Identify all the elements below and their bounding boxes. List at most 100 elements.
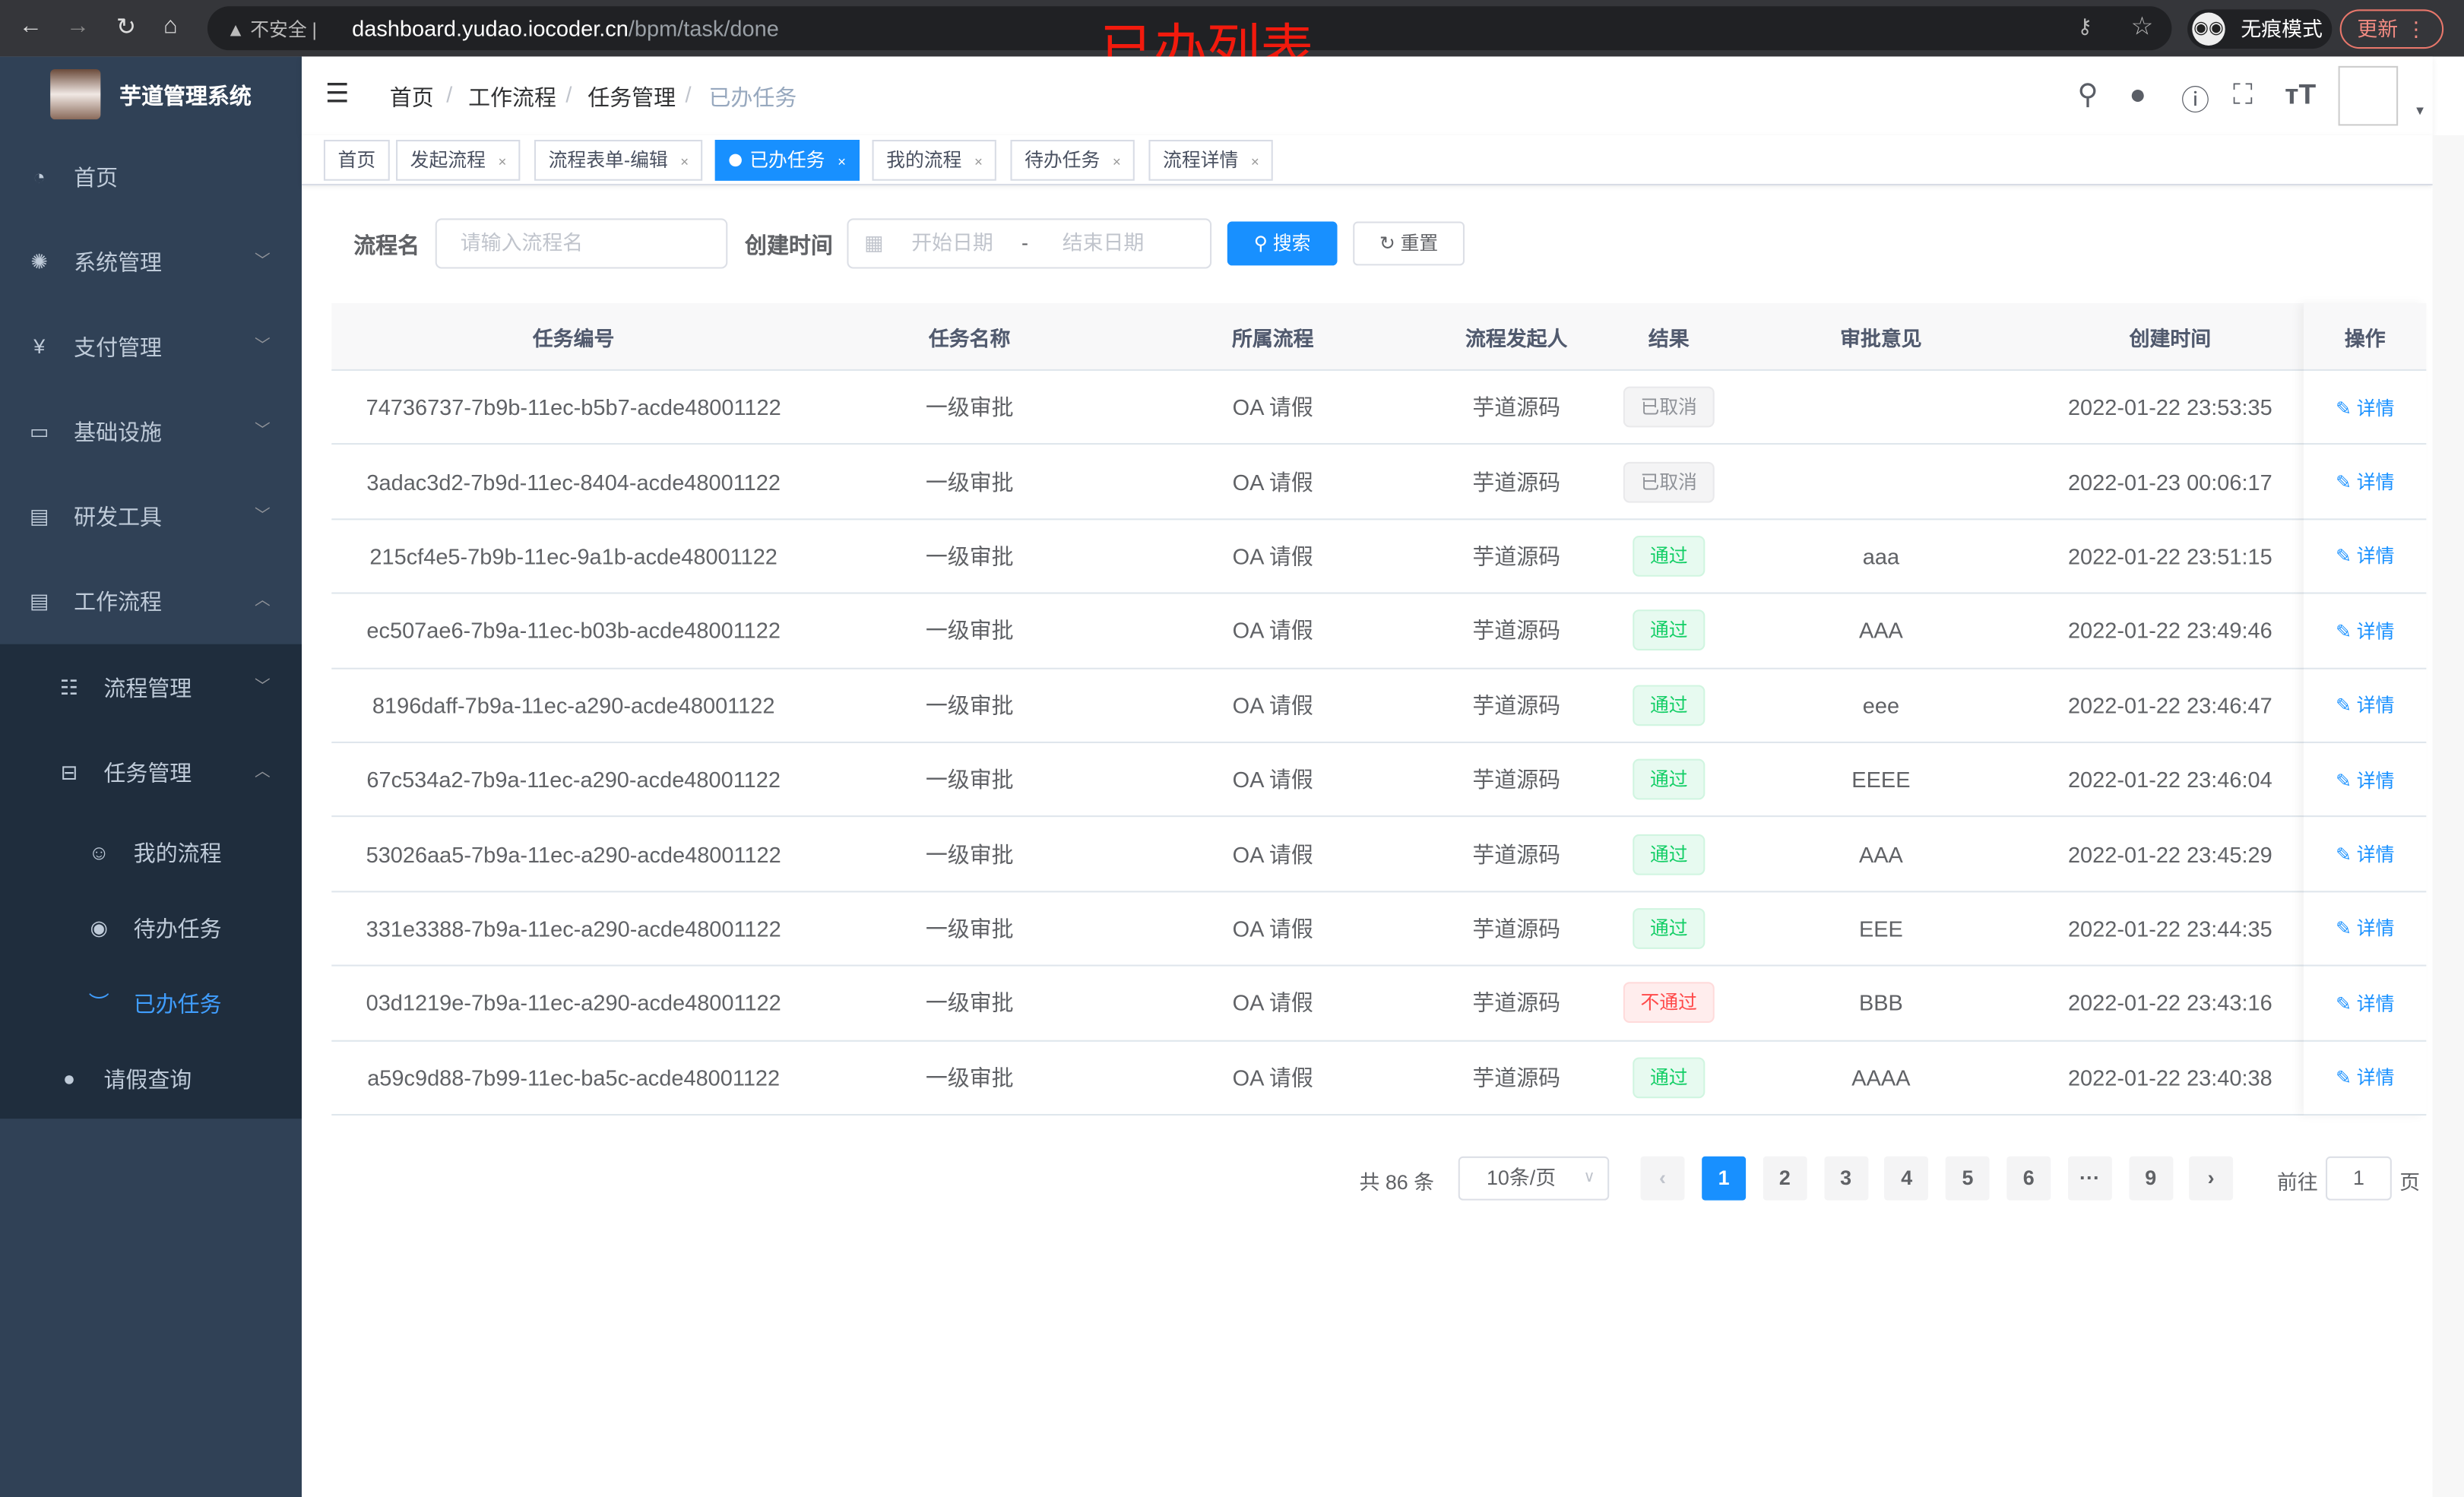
detail-button[interactable]: ✎ 详情 [2336,989,2394,1016]
process-name-input[interactable]: 请输入流程名 [435,218,728,269]
table-row: 67c534a2-7b9a-11ec-a290-acde48001122 一级审批… [331,743,2427,818]
page-button[interactable]: ··· [2067,1156,2112,1201]
search-icon[interactable]: ⚲ [2077,78,2098,110]
cell-text: 215cf4e5-7b9b-11ec-9a1b-acde48001122 [369,543,778,569]
detail-button[interactable]: ✎ 详情 [2336,394,2394,420]
detail-button[interactable]: ✎ 详情 [2336,468,2394,495]
sidebar-item-4[interactable]: ▤ 研发工具 ﹀ [0,474,302,559]
key-icon[interactable]: ⚷ [2077,14,2093,38]
sidebar-item-11[interactable]: ● 请假查询 [0,1042,302,1117]
detail-label: 详情 [2356,397,2395,419]
tag-2[interactable]: 流程表单-编辑 × [534,140,703,181]
date-range-picker[interactable]: ▦ 开始日期 - 结束日期 [847,218,1212,269]
result-badge: 不通过 [1623,983,1715,1024]
detail-label: 详情 [2356,843,2395,866]
reload-icon[interactable]: ↻ [116,14,137,41]
detail-button[interactable]: ✎ 详情 [2336,915,2394,942]
close-icon[interactable]: × [1250,153,1259,170]
search-button[interactable]: ⚲ 搜索 [1227,221,1338,266]
update-button[interactable]: 更新 ⋮ [2339,9,2444,49]
tag-1[interactable]: 发起流程 × [396,140,521,181]
next-page-button[interactable]: › [2189,1156,2234,1201]
sidebar-item-8[interactable]: ☺ 我的流程 [0,815,302,891]
scrollbar-track[interactable] [2432,135,2464,1497]
github-icon[interactable]: ● [2129,78,2147,110]
cell-3: 芋道源码 [1422,669,1610,742]
help-icon[interactable]: ⓘ [2181,84,2210,117]
dashboard-icon: ◔ [33,165,46,189]
page-button[interactable]: 9 [2128,1156,2173,1201]
breadcrumb-item[interactable]: 任务管理 [587,84,676,110]
close-icon[interactable]: × [974,153,983,170]
sidebar-item-7[interactable]: ⊟ 任务管理 ︿ [0,730,302,815]
page-suffix: 页 [2399,1170,2421,1195]
close-icon[interactable]: × [680,153,689,170]
prev-page-button[interactable]: ‹ [1640,1156,1685,1201]
page-button[interactable]: 2 [1762,1156,1807,1201]
detail-button[interactable]: ✎ 详情 [2336,766,2394,793]
sidebar-item-1[interactable]: ✺ 系统管理 ﹀ [0,220,302,305]
sidebar-item-3[interactable]: ▭ 基础设施 ﹀ [0,390,302,475]
start-date-input[interactable]: 开始日期 [911,230,993,255]
star-icon[interactable]: ☆ [2130,14,2154,41]
detail-button[interactable]: ✎ 详情 [2336,840,2394,867]
goto-page-input[interactable]: 1 [2326,1156,2392,1201]
incognito-icon: ◉◉ [2192,12,2225,46]
end-date-input[interactable]: 结束日期 [1062,230,1145,255]
back-icon[interactable]: ← [18,12,43,40]
breadcrumb-item[interactable]: 首页 [389,84,434,110]
address-bar[interactable]: ▲ 不安全 | dashboard.yudao.iocoder.cn/bpm/t… [207,6,2172,51]
cell-2: OA 请假 [1179,818,1367,891]
page-button[interactable]: 5 [1946,1156,1990,1201]
sidebar-item-0[interactable]: ◔ 首页 [0,135,302,220]
caret-down-icon[interactable]: ▼ [2413,103,2427,119]
range-separator: - [1021,230,1028,255]
cell-4: 通过 [1598,818,1740,891]
sidebar-item-10[interactable]: ︶ 已办任务 [0,967,302,1042]
cell-action: ✎ 详情 [2304,892,2426,965]
search-button-label: 搜索 [1272,233,1311,255]
cell-text: 2022-01-22 23:40:38 [2067,1065,2272,1090]
tag-5[interactable]: 待办任务 × [1010,140,1135,181]
cell-4: 已取消 [1598,371,1740,444]
cell-4: 通过 [1598,1041,1740,1114]
fullscreen-icon[interactable]: ⛶ [2233,78,2253,110]
forward-icon[interactable]: → [65,12,90,40]
tag-0[interactable]: 首页 [323,140,390,181]
incognito-badge[interactable]: ◉◉ 无痕模式 [2187,9,2333,49]
close-icon[interactable]: × [838,153,846,170]
avatar[interactable] [2338,65,2399,126]
detail-button[interactable]: ✎ 详情 [2336,692,2394,718]
detail-button[interactable]: ✎ 详情 [2336,1064,2394,1090]
sidebar-item-9[interactable]: ◉ 待办任务 [0,891,302,966]
cell-5 [1787,445,1975,518]
cell-text: 67c534a2-7b9a-11ec-a290-acde48001122 [366,767,781,793]
column-header: 任务名称 [928,326,1011,350]
cell-text: OA 请假 [1232,767,1313,793]
page-button[interactable]: 3 [1823,1156,1868,1201]
sidebar-item-5[interactable]: ▤ 工作流程 ︿ [0,559,302,644]
chevron-down-icon: ∨ [1583,1169,1595,1187]
page-size-select[interactable]: 10条/页 ∨ [1458,1156,1610,1201]
tag-4[interactable]: 我的流程 × [872,140,997,181]
tag-6[interactable]: 流程详情 × [1148,140,1274,181]
home-icon[interactable]: ⌂ [163,12,178,40]
cell-text: 2022-01-22 23:46:47 [2067,692,2272,718]
detail-label: 详情 [2356,620,2395,643]
cell-text: 一级审批 [925,618,1014,644]
close-icon[interactable]: × [498,153,507,170]
detail-button[interactable]: ✎ 详情 [2336,543,2394,569]
page-button[interactable]: 4 [1884,1156,1929,1201]
column-header: 创建时间 [2129,326,2212,350]
hamburger-icon[interactable]: ☰ [325,78,350,109]
sidebar-item-2[interactable]: ¥ 支付管理 ﹀ [0,305,302,390]
font-size-icon[interactable]: ᴛT [2285,78,2317,110]
close-icon[interactable]: × [1112,153,1121,170]
reset-button[interactable]: ↻ 重置 [1353,221,1465,266]
detail-button[interactable]: ✎ 详情 [2336,617,2394,644]
page-button[interactable]: 1 [1702,1156,1747,1201]
page-button[interactable]: 6 [2006,1156,2051,1201]
sidebar-item-6[interactable]: ☷ 流程管理 ﹀ [0,646,302,731]
tag-3[interactable]: 已办任务 × [714,140,860,181]
breadcrumb-item[interactable]: 工作流程 [468,84,556,110]
